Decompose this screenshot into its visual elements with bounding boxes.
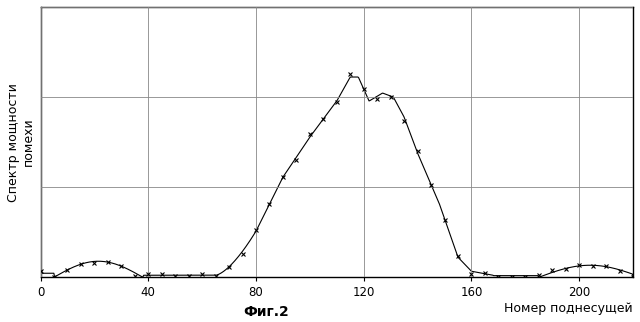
- X-axis label: Номер поднесущей: Номер поднесущей: [504, 302, 633, 315]
- Text: Фиг.2: Фиг.2: [243, 305, 289, 319]
- Y-axis label: Спектр мощности
помехи: Спектр мощности помехи: [7, 83, 35, 202]
